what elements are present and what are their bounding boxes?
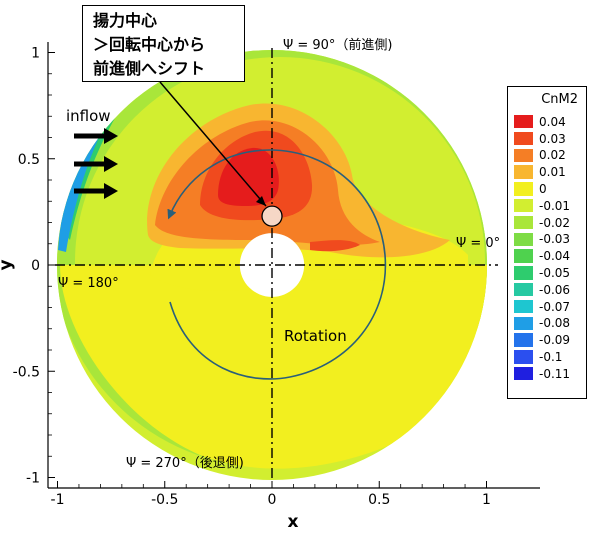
legend-swatch — [514, 148, 533, 162]
callout-line-1: 揚力中心 — [93, 11, 158, 30]
annotations-layer: inflow Ψ = 90°（前進側) Ψ = 0° Ψ = 180° Ψ = 270°… — [55, 37, 500, 480]
legend-swatch — [514, 249, 533, 263]
psi-270-label: Ψ = 270°（後退側) — [126, 456, 244, 471]
callout-line-3: 前進側へシフト — [93, 59, 206, 78]
x-tick-label: -1 — [51, 492, 65, 508]
legend-entry: -0.08 — [514, 316, 571, 331]
legend-swatch — [514, 199, 533, 213]
inflow-arrowhead — [104, 156, 118, 172]
y-axis-label: y — [0, 259, 16, 270]
legend-entry: 0.03 — [514, 131, 566, 146]
legend-entry: -0.03 — [514, 232, 571, 247]
inflow-label: inflow — [66, 107, 111, 125]
legend-level-label: -0.03 — [539, 232, 571, 247]
callout-leader-line — [159, 81, 267, 207]
legend-entry: -0.06 — [514, 282, 571, 297]
legend-level-label: 0.03 — [539, 131, 566, 146]
contour-band — [310, 240, 360, 252]
callout-leader-arrowhead — [256, 196, 266, 206]
legend-swatch — [514, 266, 533, 280]
colorbar-title: CnM2 — [541, 92, 578, 107]
legend-level-label: -0.1 — [539, 349, 563, 364]
rotation-label: Rotation — [284, 327, 347, 345]
legend-level-label: -0.05 — [539, 265, 571, 280]
legend-entry: -0.11 — [514, 366, 571, 381]
legend-entry: 0 — [514, 181, 547, 196]
y-tick-label: -1 — [26, 471, 40, 487]
psi-180-label: Ψ = 180° — [58, 276, 119, 291]
psi-90-label: Ψ = 90°（前進側) — [283, 37, 393, 53]
inflow-arrowhead — [104, 183, 118, 199]
legend-entry: 0.01 — [514, 165, 566, 180]
lift-center-marker — [261, 205, 283, 227]
legend-swatch — [514, 131, 533, 146]
legend-swatch — [514, 165, 533, 179]
legend-level-label: -0.08 — [539, 316, 571, 331]
legend-entry: -0.09 — [514, 333, 571, 348]
colorbar-legend: CnM2 0.04 0.03 0.02 0.01 0 -0.01 -0.02 -0.03 -0.… — [507, 86, 587, 399]
hub-circle — [239, 233, 305, 297]
legend-entry: -0.04 — [514, 249, 571, 264]
contour-band — [58, 82, 130, 252]
x-tick-label: 1 — [482, 492, 491, 508]
legend-entry: -0.05 — [514, 265, 571, 280]
callout-line-2: ＞回転中心から — [93, 35, 206, 54]
legend-entry: -0.1 — [514, 349, 563, 364]
legend-level-label: -0.11 — [539, 366, 571, 381]
legend-entry: 0.04 — [514, 114, 566, 129]
legend-swatch — [514, 115, 533, 129]
y-tick-label: 1 — [31, 46, 40, 62]
plot-axes: -1 -0.5 0 0.5 1 -1 -0.5 0 0.5 1 x y — [0, 42, 540, 532]
legend-level-label: 0.01 — [539, 165, 566, 180]
legend-swatch — [514, 299, 533, 314]
legend-level-label: -0.09 — [539, 333, 571, 348]
legend-entry: -0.02 — [514, 215, 571, 230]
legend-swatch — [514, 316, 533, 330]
y-tick-label: -0.5 — [13, 364, 40, 380]
legend-level-label: -0.06 — [539, 282, 571, 297]
legend-swatch — [514, 232, 533, 246]
contour-band — [218, 147, 279, 206]
legend-level-label: -0.07 — [539, 299, 571, 314]
x-tick-label: 0 — [268, 492, 277, 508]
inflow-arrowhead — [104, 128, 118, 144]
rotation-arrow — [167, 149, 387, 380]
legend-level-label: 0 — [539, 181, 547, 196]
legend-level-label: 0.04 — [539, 114, 566, 129]
legend-swatch — [514, 215, 533, 230]
legend-swatch — [514, 333, 533, 347]
legend-entry: -0.01 — [514, 198, 571, 213]
legend-level-label: 0.02 — [539, 148, 566, 163]
x-tick-label: -0.5 — [151, 492, 178, 508]
x-axis-label: x — [288, 512, 299, 532]
legend-level-label: -0.04 — [539, 249, 571, 264]
x-tick-label: 0.5 — [368, 492, 390, 508]
legend-swatch — [514, 367, 533, 381]
legend-level-label: -0.02 — [539, 215, 571, 230]
legend-swatch — [514, 350, 533, 364]
legend-entry: 0.02 — [514, 148, 566, 163]
legend-level-label: -0.01 — [539, 198, 571, 213]
contour-band — [60, 265, 487, 469]
legend-swatch — [514, 182, 533, 196]
legend-entry: -0.07 — [514, 299, 571, 314]
psi-0-label: Ψ = 0° — [456, 236, 500, 251]
lift-center-callout: 揚力中心 ＞回転中心から 前進側へシフト — [82, 5, 245, 82]
y-tick-label: 0 — [31, 258, 40, 274]
legend-swatch — [514, 283, 533, 297]
y-tick-label: 0.5 — [18, 152, 40, 168]
